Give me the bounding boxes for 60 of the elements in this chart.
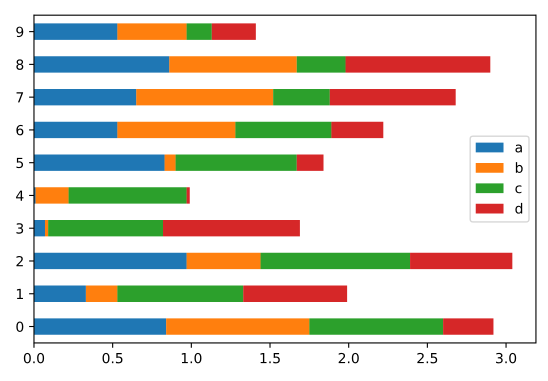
bar (136, 88, 274, 106)
bar (346, 56, 490, 73)
y-tick-label: 5 (16, 158, 24, 168)
bar (176, 154, 297, 171)
bar (34, 23, 118, 40)
bar (309, 318, 444, 335)
bar (68, 187, 187, 204)
x-tick-label: 0.0 (24, 352, 44, 364)
x-tick-label: 2.5 (417, 352, 438, 364)
legend-label: a (515, 144, 522, 153)
bar (186, 252, 261, 270)
bar (34, 318, 166, 335)
bar (260, 252, 410, 270)
bar (34, 56, 170, 73)
bar (117, 122, 236, 138)
bar (117, 23, 187, 40)
legend-label: c (515, 185, 522, 194)
bar (34, 286, 86, 302)
bar (186, 23, 212, 40)
legend-label: d (515, 202, 522, 214)
y-tick-label: 2 (16, 256, 23, 266)
bar (117, 286, 244, 302)
bar (34, 88, 136, 106)
bar (34, 252, 187, 270)
bar (44, 220, 48, 236)
bar (443, 318, 494, 335)
y-tick-label: 7 (16, 92, 24, 102)
x-tick-label: 0.5 (102, 352, 122, 364)
y-tick-label: 1 (16, 288, 23, 300)
bar (330, 88, 456, 106)
bar (235, 122, 332, 138)
bar (48, 220, 164, 236)
x-tick-label: 2.0 (338, 352, 359, 364)
bar (212, 23, 256, 40)
bar (34, 154, 165, 171)
bar (410, 252, 512, 270)
x-tick-label: 3.0 (496, 352, 516, 364)
bar (86, 286, 118, 302)
bar (166, 318, 310, 335)
y-tick-label: 3 (16, 223, 24, 234)
bar (163, 220, 300, 236)
bar (331, 122, 384, 138)
x-tick-label: 1.0 (182, 352, 202, 364)
bar (34, 220, 45, 236)
legend-label: b (516, 162, 523, 173)
bar (296, 154, 324, 171)
bar (186, 187, 190, 204)
y-tick-label: 4 (16, 190, 24, 201)
y-tick-label: 9 (16, 26, 24, 38)
bar (273, 88, 330, 106)
bar (169, 56, 297, 73)
y-tick-label: 8 (16, 59, 24, 70)
bar (296, 56, 346, 73)
bar (34, 122, 118, 138)
bar (243, 286, 348, 302)
y-tick-label: 0 (16, 321, 24, 332)
x-tick-label: 1.5 (260, 353, 280, 364)
y-tick-label: 6 (16, 124, 24, 136)
bar (36, 187, 69, 204)
bar (164, 154, 176, 171)
